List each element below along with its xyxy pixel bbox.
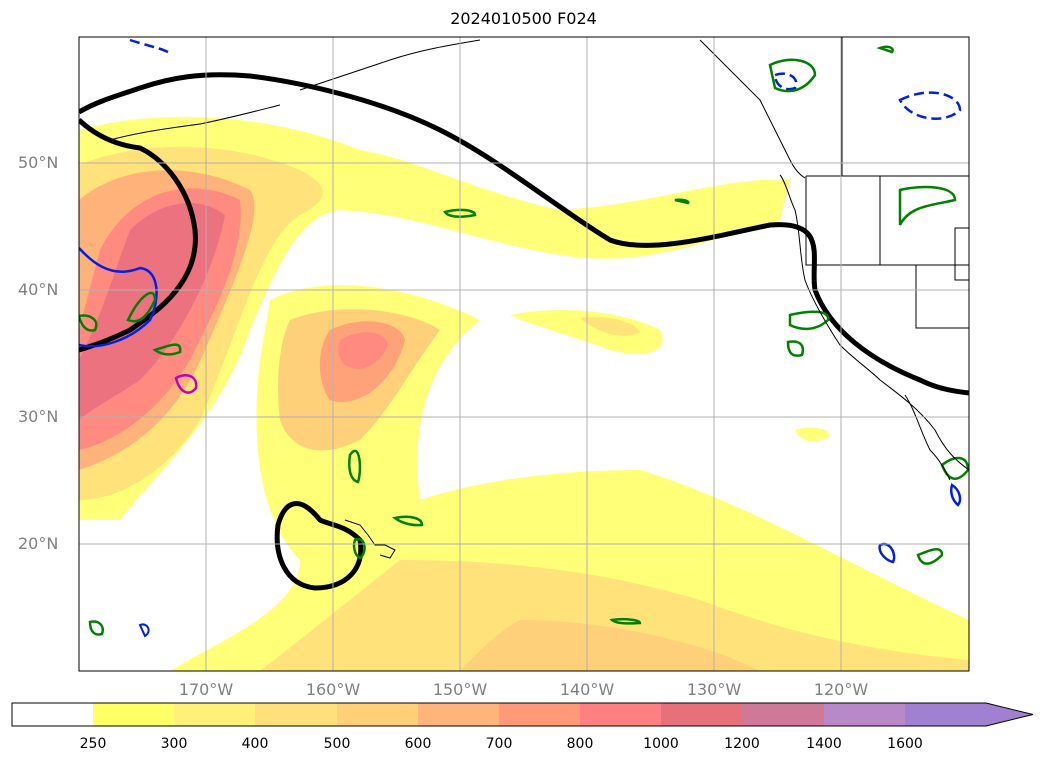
colorbar-tick: 500 bbox=[323, 736, 351, 752]
lon-label-140w: 140°W bbox=[559, 680, 615, 699]
colorbar-tick: 800 bbox=[566, 736, 594, 752]
filled-contours bbox=[79, 37, 969, 671]
lat-label-20n: 20°N bbox=[18, 534, 59, 553]
colorbar-tick: 1200 bbox=[724, 736, 760, 752]
colorbar bbox=[11, 702, 1034, 727]
colorbar-tick: 250 bbox=[79, 736, 107, 752]
colorbar-tick: 700 bbox=[485, 736, 513, 752]
lat-label-30n: 30°N bbox=[18, 407, 59, 426]
colorbar-tick: 1000 bbox=[643, 736, 679, 752]
colorbar-tick: 300 bbox=[160, 736, 188, 752]
colorbar-tick: 1600 bbox=[887, 736, 923, 752]
lat-label-40n: 40°N bbox=[18, 280, 59, 299]
lon-label-120w: 120°W bbox=[813, 680, 869, 699]
colorbar-tick: 1400 bbox=[806, 736, 842, 752]
colorbar-tick: 600 bbox=[404, 736, 432, 752]
lon-label-130w: 130°W bbox=[686, 680, 742, 699]
map-title: 2024010500 F024 bbox=[450, 9, 597, 28]
lon-label-160w: 160°W bbox=[305, 680, 361, 699]
lon-label-150w: 150°W bbox=[432, 680, 488, 699]
lon-label-170w: 170°W bbox=[178, 680, 234, 699]
colorbar-tick: 400 bbox=[241, 736, 269, 752]
map-frame bbox=[78, 36, 970, 672]
gridlines bbox=[79, 37, 969, 671]
lat-label-50n: 50°N bbox=[18, 153, 59, 172]
